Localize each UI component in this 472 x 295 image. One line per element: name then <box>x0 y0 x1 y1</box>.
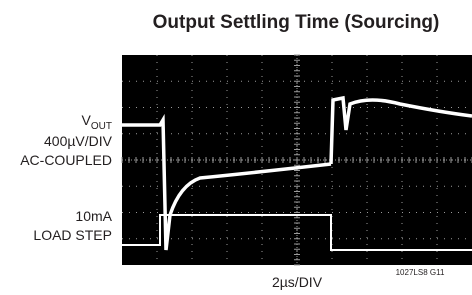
vout-label: VOUT <box>82 112 112 132</box>
vout-coupling: AC-COUPLED <box>20 152 112 168</box>
load-name: LOAD STEP <box>33 227 112 243</box>
title: Output Settling Time (Sourcing) <box>153 12 440 33</box>
load-current: 10mA <box>75 208 112 224</box>
vout-sub: OUT <box>91 121 112 132</box>
vout-scale: 400µV/DIV <box>44 133 113 149</box>
figure: Output Settling Time (Sourcing) VOUT 400… <box>0 0 472 295</box>
figure-id: 1027LS8 G11 <box>396 268 445 277</box>
time-scale: 2µs/DIV <box>272 274 323 290</box>
